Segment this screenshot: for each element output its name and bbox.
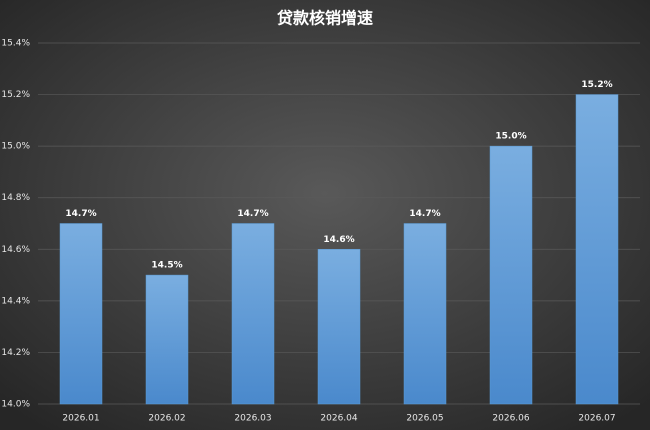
bar (403, 223, 447, 405)
y-tick-label: 14.4% (1, 296, 30, 306)
chart-title: 贷款核销增速 (277, 9, 373, 28)
x-tick-label: 2026.04 (320, 414, 357, 424)
bar (145, 274, 189, 405)
y-tick-label: 14.2% (1, 348, 30, 358)
y-tick-label: 15.0% (1, 142, 30, 152)
bar (317, 249, 361, 405)
y-tick-label: 14.6% (1, 245, 30, 255)
y-tick-label: 14.8% (1, 193, 30, 203)
value-label: 14.5% (151, 261, 182, 271)
x-tick-label: 2026.07 (578, 414, 615, 424)
value-label: 14.7% (237, 209, 268, 219)
bar (59, 223, 103, 405)
x-tick-label: 2026.03 (234, 414, 271, 424)
x-tick-label: 2026.06 (492, 414, 529, 424)
bar (575, 94, 619, 405)
y-tick-label: 15.2% (1, 90, 30, 100)
y-tick-label: 14.0% (1, 400, 30, 410)
value-label: 15.0% (495, 132, 526, 142)
value-label: 14.6% (323, 235, 354, 245)
x-tick-label: 2026.02 (148, 414, 185, 424)
bar (231, 223, 275, 405)
value-label: 15.2% (581, 80, 612, 90)
value-label: 14.7% (409, 209, 440, 219)
value-label: 14.7% (65, 209, 96, 219)
x-tick-label: 2026.01 (62, 414, 99, 424)
bar (489, 145, 533, 405)
y-tick-label: 15.4% (1, 39, 30, 49)
x-tick-label: 2026.05 (406, 414, 443, 424)
